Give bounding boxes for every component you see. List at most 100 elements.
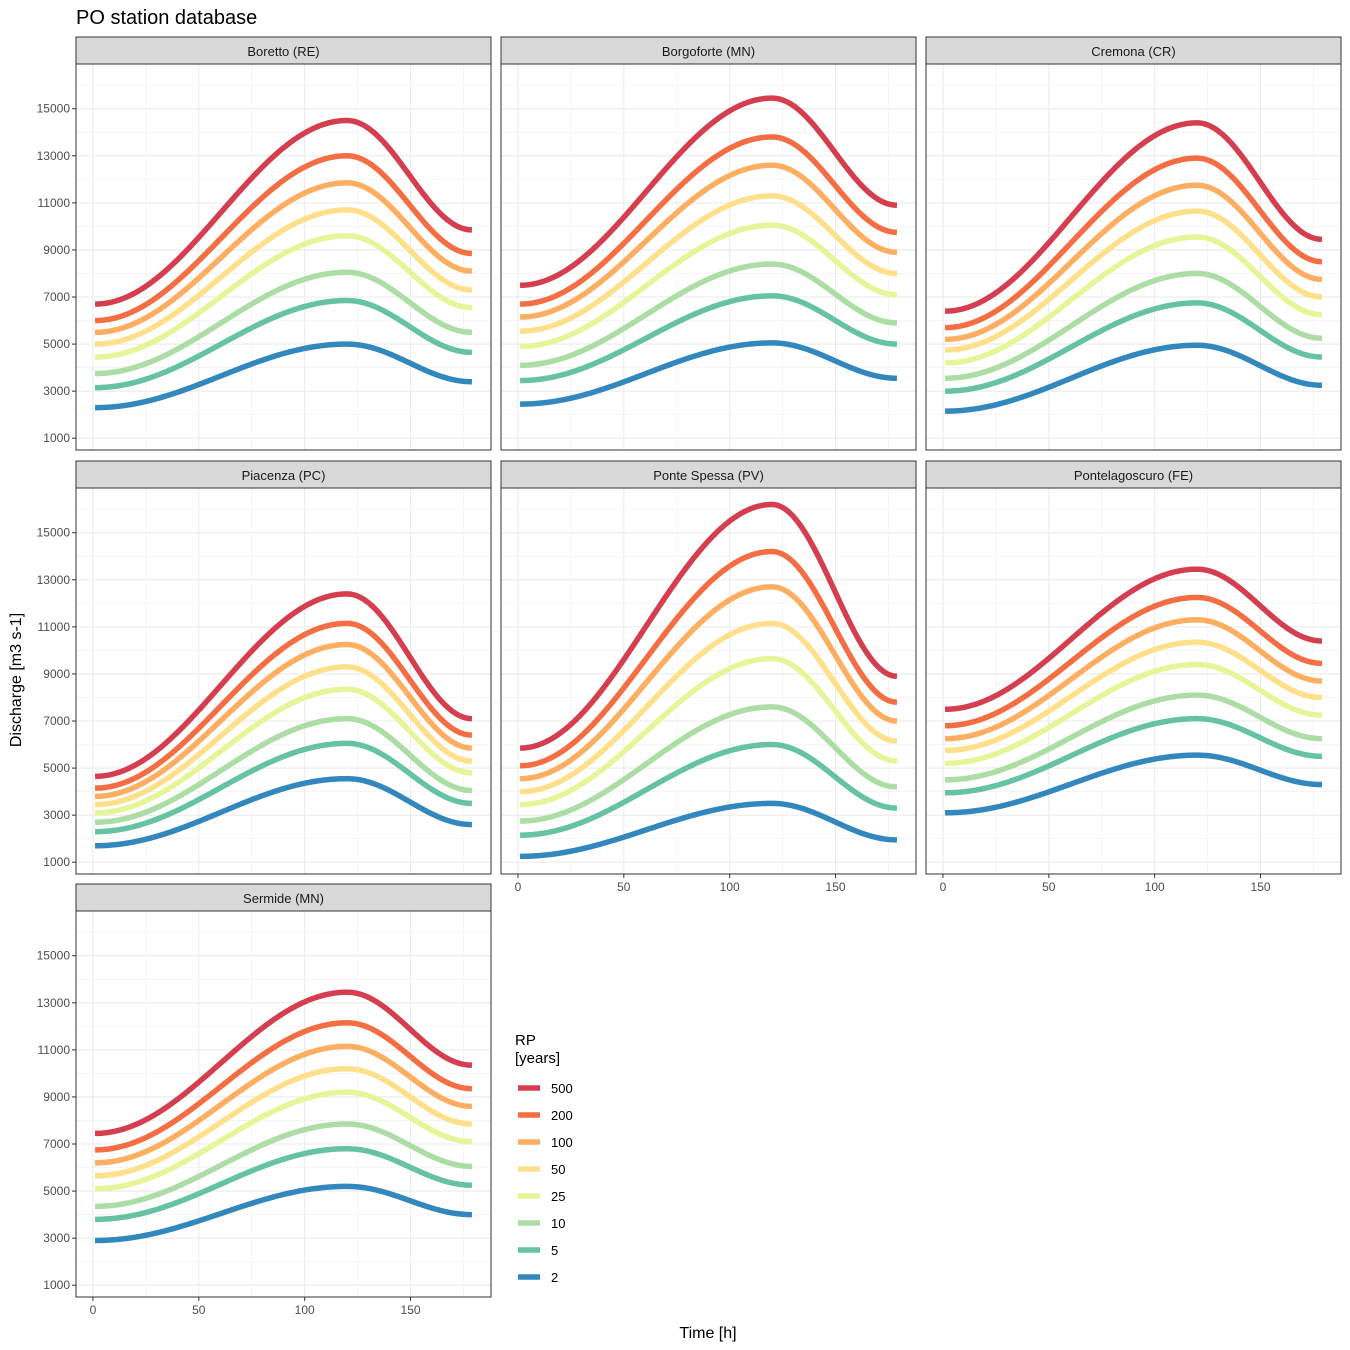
series-line-rp-25 [944,234,1323,366]
chart-title: PO station database [76,7,257,29]
series-line-rp-100 [944,182,1323,343]
legend-label-5: 5 [551,1243,558,1258]
plot-background [501,64,916,450]
x-tick-label: 150 [826,880,846,894]
series-line-rp-25 [519,222,898,350]
panel-border [925,487,1342,875]
facet-strip [75,460,492,489]
series-line-rp-100 [944,617,1323,742]
facet-strip [75,36,492,65]
facet-panel: Pontelagoscuro (FE) 0 50 100 150 [925,460,1342,894]
y-tick-label: 11000 [38,1043,71,1057]
y-tick-label: 9000 [43,243,70,257]
series-line-rp-2 [94,341,473,411]
legend-label-100: 100 [551,1135,573,1150]
series-line-rp-100 [519,162,898,320]
series-line-rp-5 [944,300,1323,394]
series-line-rp-2 [519,340,898,407]
series-line-rp-200 [519,548,898,769]
series-line-rp-100 [94,180,473,336]
facet-panel: Piacenza (PC) 1000 3000 5000 7000 9000 11000 13… [37,460,492,875]
x-tick-label: 100 [720,880,740,894]
y-tick-label: 13000 [37,149,71,163]
facet-panel: Borgoforte (MN) [500,36,917,451]
facet-panel: Boretto (RE) 1000 3000 5000 7000 9000 11000 130… [37,36,492,451]
series-line-rp-100 [519,584,898,782]
legend: RP [years] 500 200 100 50 25 10 5 2 [515,1032,573,1285]
series-line-rp-5 [519,293,898,384]
series-line-rp-500 [944,120,1323,314]
panel-border [500,63,917,451]
x-tick-label: 50 [192,1303,206,1317]
y-tick-label: 3000 [43,808,70,822]
y-tick-label: 15000 [37,102,71,116]
facet-strip-label: Piacenza (PC) [242,468,326,483]
y-tick-label: 7000 [43,1137,70,1151]
panels-group: Boretto (RE)1000300050007000900011000130… [37,36,1342,1317]
x-tick-label: 100 [1145,880,1165,894]
series-line-rp-5 [94,740,473,835]
series-line-rp-500 [94,117,473,307]
series-line-rp-10 [944,692,1323,783]
facet-strip-label: Boretto (RE) [247,44,319,59]
series-line-rp-2 [94,775,473,849]
y-tick-label: 15000 [37,526,71,540]
y-tick-label: 3000 [43,1231,70,1245]
panel-border [75,487,492,875]
series-line-rp-50 [94,1065,473,1179]
facet-strip [75,883,492,912]
series-line-rp-100 [94,641,473,800]
series-line-rp-50 [519,620,898,795]
series-line-rp-200 [944,155,1323,331]
x-tick-label: 50 [1042,880,1056,894]
series-line-rp-2 [944,342,1323,414]
series-line-rp-5 [94,1145,473,1223]
y-tick-label: 13000 [37,573,71,587]
y-tick-label: 5000 [43,761,70,775]
series-line-rp-500 [94,989,473,1137]
facet-strip [500,460,917,489]
series-line-rp-500 [944,566,1323,712]
x-tick-label: 100 [295,1303,315,1317]
y-tick-label: 15000 [37,949,71,963]
series-line-rp-200 [944,594,1323,729]
y-tick-label: 5000 [43,337,70,351]
facet-panel: Cremona (CR) [925,36,1342,451]
legend-label-500: 500 [551,1081,573,1096]
legend-label-200: 200 [551,1108,573,1123]
series-line-rp-5 [94,297,473,391]
x-axis-title: Time [h] [679,1325,736,1342]
y-tick-label: 1000 [43,855,70,869]
y-tick-label: 11000 [38,196,71,210]
x-tick-label: 0 [940,880,947,894]
series-line-rp-50 [94,207,473,347]
series-line-rp-500 [519,501,898,751]
series-line-rp-200 [94,153,473,324]
y-tick-label: 9000 [43,667,70,681]
series-line-rp-100 [94,1043,473,1166]
panel-border [75,910,492,1298]
series-line-rp-500 [94,591,473,780]
series-line-rp-10 [944,270,1323,381]
legend-label-25: 25 [551,1189,565,1204]
series-line-rp-10 [519,261,898,369]
legend-title-line1: RP [515,1032,536,1049]
y-tick-label: 5000 [43,1184,70,1198]
series-line-rp-50 [519,193,898,334]
legend-label-10: 10 [551,1216,565,1231]
series-line-rp-10 [519,704,898,824]
facet-strip-label: Pontelagoscuro (FE) [1074,468,1193,483]
series-line-rp-50 [94,664,473,808]
x-tick-label: 0 [90,1303,97,1317]
y-tick-label: 1000 [43,431,70,445]
y-tick-label: 9000 [43,1090,70,1104]
series-line-rp-25 [94,686,473,816]
series-line-rp-25 [519,655,898,808]
legend-label-50: 50 [551,1162,565,1177]
x-tick-label: 150 [1251,880,1271,894]
series-line-rp-2 [519,800,898,860]
panel-border [500,487,917,875]
facet-strip [925,460,1342,489]
plot-background [76,64,491,450]
